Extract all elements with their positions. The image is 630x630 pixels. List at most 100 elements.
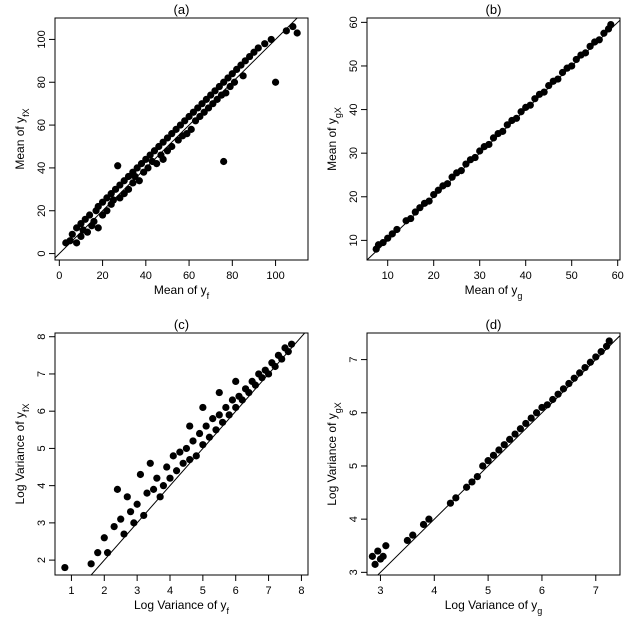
data-point — [182, 444, 191, 453]
panel-title: (a) — [174, 2, 190, 17]
data-point — [278, 355, 286, 363]
data-point — [476, 147, 484, 155]
data-point — [215, 411, 223, 419]
x-axis-label-main: Log Variance of y — [445, 598, 538, 612]
points-layer — [368, 337, 613, 568]
y-axis-label: Mean of yfX — [13, 108, 31, 169]
x-axis-label-main: Log Variance of y — [134, 598, 227, 612]
data-point — [485, 140, 493, 149]
plot-frame — [54, 17, 309, 261]
data-point — [374, 547, 382, 555]
y-tick-label: 80 — [36, 76, 48, 88]
data-point — [572, 55, 580, 64]
plot-frame — [366, 332, 621, 576]
data-point — [169, 452, 177, 460]
data-point — [113, 485, 122, 493]
data-point — [228, 396, 237, 404]
x-tick-label: 0 — [56, 270, 62, 282]
data-point — [103, 549, 112, 557]
data-point — [457, 167, 465, 175]
data-point — [282, 27, 290, 35]
data-point — [388, 230, 396, 238]
x-axis-label-sub: f — [207, 291, 210, 301]
data-point — [261, 40, 269, 48]
data-point — [83, 228, 92, 236]
x-tick-label: 10 — [382, 270, 394, 282]
x-tick-label: 3 — [134, 585, 140, 597]
data-point — [554, 390, 562, 398]
x-axis-label: Log Variance of yg — [445, 598, 543, 616]
data-point — [232, 377, 240, 385]
points-layer — [372, 20, 615, 253]
data-point — [176, 448, 184, 456]
x-tick-label: 7 — [266, 585, 272, 597]
x-tick-label: 6 — [233, 585, 239, 597]
y-tick-label: 20 — [348, 191, 360, 203]
data-point — [166, 474, 174, 482]
data-point — [411, 208, 419, 216]
y-axis-label-sub: gX — [333, 402, 343, 413]
data-point — [403, 536, 411, 545]
panel-title: (d) — [486, 317, 502, 332]
data-point — [153, 160, 161, 168]
data-point — [159, 155, 167, 163]
data-point — [230, 78, 239, 86]
data-point — [506, 435, 514, 443]
data-point — [271, 78, 280, 86]
data-point — [443, 180, 452, 188]
x-tick-label: 7 — [593, 585, 599, 597]
data-point — [462, 483, 471, 491]
data-point — [597, 348, 605, 356]
y-tick-label: 4 — [36, 483, 48, 489]
data-point — [186, 455, 194, 464]
data-point — [512, 114, 521, 122]
y-axis-label-sub: fX — [21, 403, 31, 412]
data-point — [595, 36, 603, 44]
data-point — [103, 207, 111, 215]
y-tick-label: 60 — [36, 119, 48, 131]
y-axis-label: Mean of ygX — [325, 107, 343, 171]
y-axis-label-sub: fX — [21, 108, 31, 117]
y-tick-label: 10 — [348, 234, 360, 246]
data-point — [592, 353, 600, 361]
data-point — [511, 430, 519, 438]
data-point — [600, 29, 608, 37]
data-point — [172, 467, 181, 475]
data-point — [267, 35, 275, 44]
x-tick-label: 3 — [377, 585, 383, 597]
y-tick-label: 5 — [348, 463, 360, 469]
x-tick-label: 20 — [428, 270, 440, 282]
data-point — [471, 153, 479, 162]
x-tick-label: 2 — [101, 585, 107, 597]
data-point — [462, 160, 470, 168]
data-point — [225, 411, 233, 419]
data-point — [215, 388, 223, 397]
x-tick-label: 6 — [539, 585, 545, 597]
data-point — [124, 185, 133, 193]
data-point — [607, 20, 615, 29]
data-point — [100, 534, 108, 542]
panel-title: (c) — [174, 317, 189, 332]
y-tick-label: 60 — [348, 16, 360, 28]
data-point — [85, 211, 94, 219]
data-point — [146, 459, 154, 467]
data-point — [135, 177, 143, 185]
data-point — [258, 374, 266, 382]
data-point — [446, 499, 455, 507]
data-point — [581, 363, 589, 372]
x-tick-label: 40 — [140, 270, 152, 282]
data-point — [434, 186, 442, 194]
data-point — [448, 173, 456, 181]
x-axis-label-sub: g — [537, 606, 542, 616]
data-point — [570, 374, 578, 382]
data-point — [425, 515, 433, 523]
y-tick-label: 2 — [36, 557, 48, 563]
data-point — [499, 127, 507, 135]
data-point — [586, 358, 594, 366]
y-axis-label-main: Log Variance of y — [325, 413, 339, 506]
data-point — [540, 88, 548, 96]
y-tick-label: 20 — [36, 205, 48, 217]
data-point — [289, 22, 297, 31]
